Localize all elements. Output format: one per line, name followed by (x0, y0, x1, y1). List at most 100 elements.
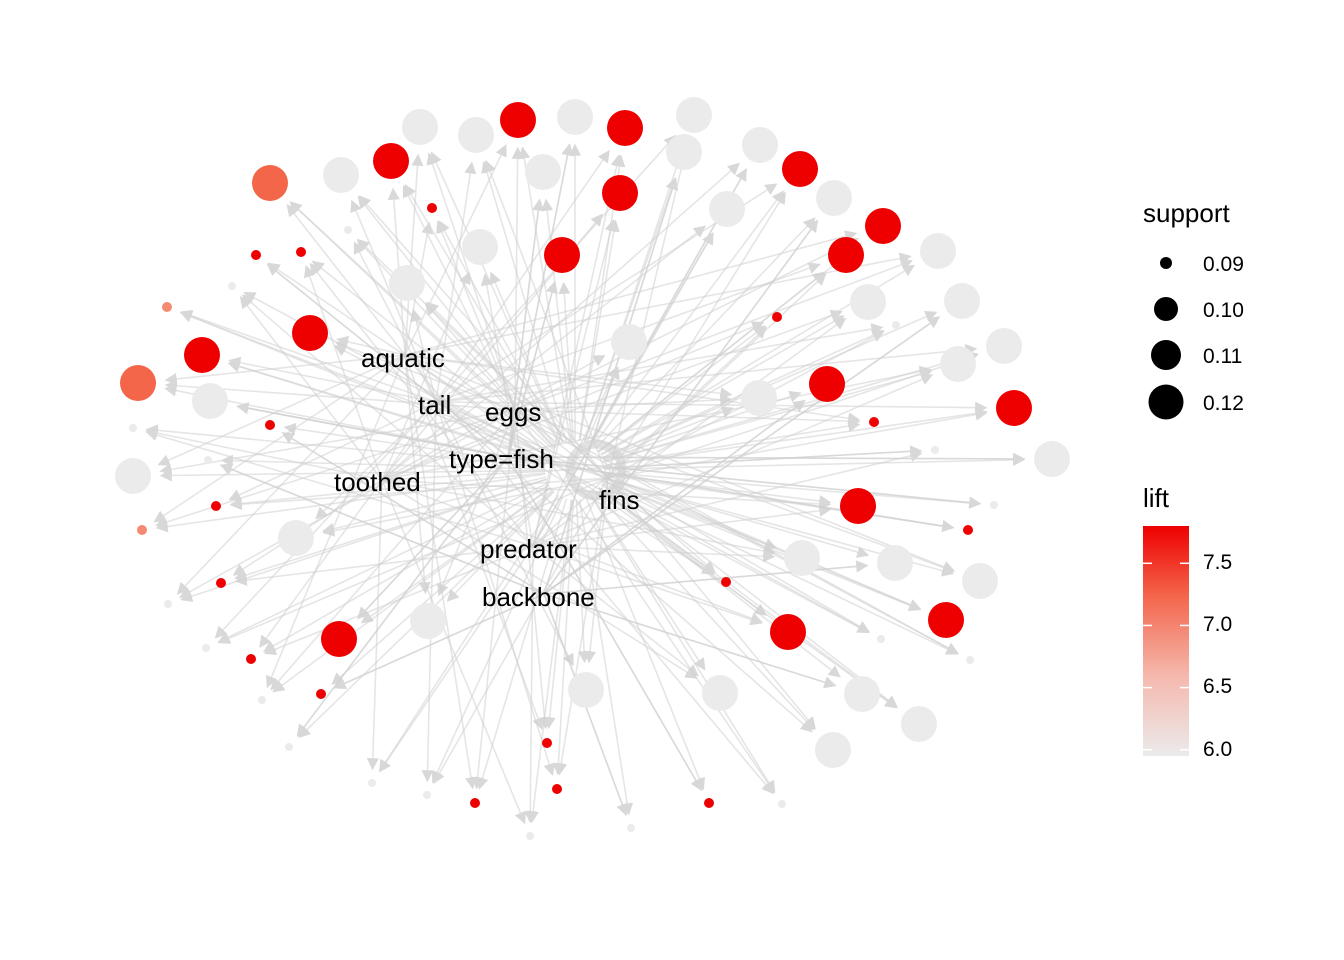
rule-node (741, 380, 777, 416)
rule-edge (262, 484, 550, 653)
rule-node (928, 602, 964, 638)
rule-edge (601, 482, 959, 655)
rule-edge (303, 265, 383, 481)
rule-node (963, 525, 973, 535)
rule-edge (583, 177, 678, 442)
rule-edge (514, 409, 898, 708)
rule-node (809, 366, 845, 402)
rule-edge (481, 160, 568, 442)
rule-edge (435, 401, 715, 575)
rule-edge (296, 456, 509, 737)
rule-node (709, 191, 745, 227)
rule-edge (176, 354, 406, 595)
rule-node (990, 501, 998, 509)
rule-node (772, 312, 782, 322)
rule-edge (435, 401, 574, 667)
rule-node (850, 284, 886, 320)
rule-edge (507, 456, 703, 792)
rule-edge (217, 477, 609, 644)
rule-edge (507, 456, 982, 509)
rule-edge (145, 427, 383, 481)
rule-edge (527, 499, 573, 824)
rule-node (120, 365, 156, 401)
rule-node (246, 654, 256, 664)
rule-edge (558, 281, 574, 441)
rule-edge (283, 422, 546, 467)
rule-node (321, 621, 357, 657)
rule-node (344, 226, 352, 234)
rule-edge (438, 220, 562, 445)
rule-node (770, 614, 806, 650)
rule-edge (607, 191, 786, 479)
item-label-aquatic: aquatic (361, 343, 445, 373)
rule-node (251, 250, 261, 260)
rule-edge (164, 354, 406, 385)
rule-edge (350, 199, 437, 403)
rule-node (996, 390, 1032, 426)
rule-node (423, 791, 431, 799)
rule-node (782, 151, 818, 187)
rule-edge (585, 497, 705, 791)
rule-edge (603, 368, 933, 463)
rule-node (1034, 441, 1070, 477)
rule-node (966, 656, 974, 664)
rule-edge (532, 317, 847, 547)
rule-edge (603, 351, 979, 463)
rule-node (373, 143, 409, 179)
rule-edge (404, 354, 733, 400)
rule-node (542, 738, 552, 748)
rule-node (931, 446, 939, 454)
rule-edge (145, 424, 546, 468)
rule-node (892, 321, 900, 329)
rule-edge (555, 477, 609, 776)
lift-legend: lift 7.5 7.0 6.5 6.0 (1143, 483, 1232, 761)
rule-edge (514, 409, 775, 794)
rule-edge (435, 401, 813, 733)
rule-node (389, 265, 425, 301)
rule-edge (590, 494, 706, 671)
lift-colorbar (1143, 526, 1189, 756)
item-label-tail: tail (418, 390, 451, 420)
rule-node (552, 784, 562, 794)
rule-node (702, 675, 738, 711)
rule-edge (381, 479, 776, 557)
rule-node (296, 247, 306, 257)
rule-edge (532, 232, 714, 547)
rule-edge (381, 479, 698, 679)
rule-edge (404, 354, 956, 573)
support-legend-label-2: 0.11 (1203, 345, 1242, 368)
support-legend-key-1 (1154, 297, 1178, 321)
rule-node (704, 798, 714, 808)
rule-edge (476, 498, 568, 790)
rule-edge (532, 449, 923, 547)
rule-edge (532, 545, 763, 626)
rule-node (462, 229, 498, 265)
rule-node (962, 563, 998, 599)
rule-node (368, 779, 376, 787)
support-legend-title: support (1143, 198, 1230, 228)
rule-node (544, 237, 580, 273)
rule-edge (532, 504, 832, 547)
rule-edge (603, 477, 870, 558)
support-legend-key-0 (1160, 257, 1172, 269)
rule-node (137, 525, 147, 535)
rule-node (500, 102, 536, 138)
rule-node (944, 283, 980, 319)
rule-node (292, 315, 328, 351)
rule-edge (607, 477, 922, 611)
rule-edge (600, 483, 870, 633)
rule-edge (153, 354, 406, 523)
rule-node (778, 800, 786, 808)
item-label-type-fish: type=fish (449, 444, 554, 474)
rule-edge (436, 220, 516, 411)
rule-edge (214, 401, 437, 639)
rule-node (865, 208, 901, 244)
rule-edge (228, 401, 437, 501)
rule-node (676, 97, 712, 133)
item-label-fins: fins (599, 485, 639, 515)
rule-node (611, 324, 647, 360)
rule-edge (598, 325, 766, 453)
rule-edge (404, 230, 858, 356)
item-label-eggs: eggs (485, 397, 541, 427)
rule-node (940, 346, 976, 382)
